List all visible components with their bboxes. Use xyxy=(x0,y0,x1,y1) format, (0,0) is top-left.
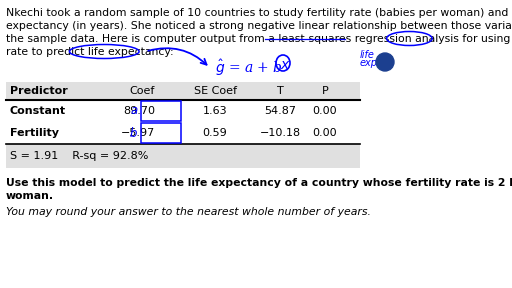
Text: $b$: $b$ xyxy=(129,126,138,140)
Text: rate to predict life expectancy:: rate to predict life expectancy: xyxy=(6,47,174,57)
Text: the sample data. Here is computer output from a least-squares regression analysi: the sample data. Here is computer output… xyxy=(6,34,512,44)
Text: S = 1.91    R-sq = 92.8%: S = 1.91 R-sq = 92.8% xyxy=(10,151,148,161)
Text: $a$: $a$ xyxy=(130,105,138,118)
FancyBboxPatch shape xyxy=(6,100,360,122)
FancyBboxPatch shape xyxy=(6,82,360,168)
Text: P: P xyxy=(322,86,328,96)
Text: Constant: Constant xyxy=(10,106,66,116)
Text: −5.97: −5.97 xyxy=(121,128,155,138)
Text: 89.70: 89.70 xyxy=(123,106,155,116)
Text: 54.87: 54.87 xyxy=(264,106,296,116)
Text: You may round your answer to the nearest whole number of years.: You may round your answer to the nearest… xyxy=(6,207,371,217)
Text: $\hat{g}$ = a + b: $\hat{g}$ = a + b xyxy=(215,58,283,78)
FancyBboxPatch shape xyxy=(6,122,360,144)
Text: Fertility: Fertility xyxy=(10,128,59,138)
Text: Use this model to predict the life expectancy of a country whose fertility rate : Use this model to predict the life expec… xyxy=(6,178,512,188)
Text: life: life xyxy=(360,50,375,60)
Text: exp: exp xyxy=(360,58,378,68)
Text: 0.59: 0.59 xyxy=(203,128,227,138)
Text: 0.00: 0.00 xyxy=(313,106,337,116)
Text: expectancy (in years). She noticed a strong negative linear relationship between: expectancy (in years). She noticed a str… xyxy=(6,21,512,31)
Text: SE Coef: SE Coef xyxy=(194,86,237,96)
Text: 0.00: 0.00 xyxy=(313,128,337,138)
Text: Coef: Coef xyxy=(130,86,155,96)
Text: woman.: woman. xyxy=(6,191,54,201)
Text: Predictor: Predictor xyxy=(10,86,68,96)
Circle shape xyxy=(376,53,394,71)
Text: T: T xyxy=(276,86,283,96)
Text: 1.63: 1.63 xyxy=(203,106,227,116)
Text: −10.18: −10.18 xyxy=(260,128,301,138)
Text: Nkechi took a random sample of 10 countries to study fertility rate (babies per : Nkechi took a random sample of 10 countr… xyxy=(6,8,512,18)
Text: $\mathit{x}$: $\mathit{x}$ xyxy=(280,58,291,72)
